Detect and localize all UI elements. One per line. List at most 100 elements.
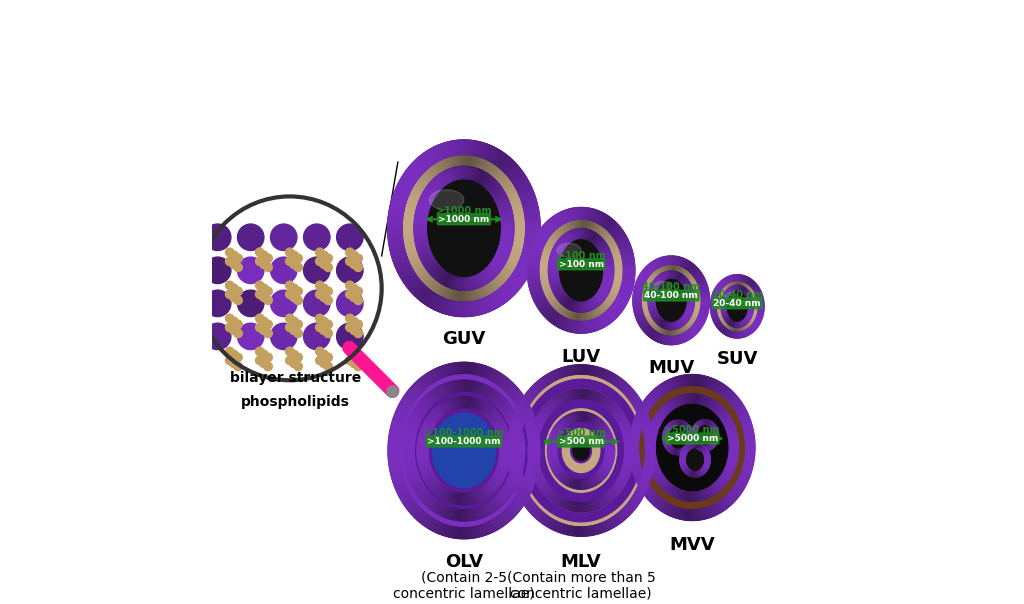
Circle shape	[657, 500, 669, 511]
Circle shape	[438, 272, 451, 284]
Circle shape	[507, 448, 517, 458]
Text: >100 nm: >100 nm	[557, 251, 605, 261]
Circle shape	[693, 472, 698, 477]
Circle shape	[720, 412, 729, 422]
Circle shape	[713, 395, 721, 403]
Circle shape	[447, 277, 460, 289]
Circle shape	[494, 471, 505, 481]
Circle shape	[621, 282, 633, 294]
Circle shape	[595, 213, 606, 224]
Circle shape	[404, 208, 415, 219]
Circle shape	[500, 158, 514, 172]
Circle shape	[492, 393, 503, 404]
Circle shape	[643, 423, 651, 432]
Circle shape	[667, 256, 675, 264]
Circle shape	[443, 289, 453, 298]
Circle shape	[623, 462, 632, 472]
Circle shape	[660, 501, 672, 513]
Circle shape	[424, 257, 436, 270]
Circle shape	[682, 387, 690, 396]
Circle shape	[466, 509, 477, 520]
Circle shape	[481, 175, 494, 187]
Circle shape	[695, 273, 703, 281]
Circle shape	[621, 469, 630, 478]
Circle shape	[713, 427, 718, 432]
Circle shape	[713, 492, 721, 500]
Circle shape	[436, 486, 447, 497]
Circle shape	[620, 509, 629, 519]
Circle shape	[710, 422, 714, 427]
Circle shape	[420, 462, 431, 474]
Circle shape	[696, 422, 701, 426]
Circle shape	[612, 228, 624, 240]
Circle shape	[651, 418, 660, 427]
Circle shape	[418, 454, 429, 465]
Circle shape	[633, 294, 641, 302]
Circle shape	[692, 387, 700, 396]
Circle shape	[756, 317, 761, 323]
Circle shape	[419, 248, 431, 260]
Circle shape	[460, 166, 472, 179]
Circle shape	[570, 220, 579, 228]
Circle shape	[605, 235, 613, 243]
Circle shape	[687, 471, 693, 476]
Text: >5000 nm: >5000 nm	[665, 425, 720, 435]
Circle shape	[415, 286, 429, 300]
Circle shape	[415, 210, 427, 222]
Circle shape	[709, 494, 717, 503]
Circle shape	[422, 396, 433, 407]
Circle shape	[754, 320, 760, 326]
Circle shape	[561, 319, 572, 330]
Circle shape	[574, 208, 586, 219]
Circle shape	[597, 214, 609, 225]
Circle shape	[558, 294, 567, 303]
Circle shape	[740, 321, 745, 326]
Circle shape	[395, 483, 407, 493]
Circle shape	[450, 277, 462, 289]
Circle shape	[570, 301, 581, 312]
Circle shape	[477, 272, 489, 284]
Circle shape	[478, 298, 493, 313]
Circle shape	[749, 300, 754, 304]
Circle shape	[551, 370, 560, 380]
Circle shape	[662, 490, 670, 499]
Circle shape	[676, 420, 681, 425]
Circle shape	[468, 168, 480, 180]
Circle shape	[444, 491, 456, 502]
Circle shape	[506, 411, 517, 422]
Circle shape	[632, 461, 643, 472]
Circle shape	[655, 498, 667, 510]
Circle shape	[585, 300, 595, 310]
Circle shape	[630, 442, 641, 453]
Circle shape	[286, 314, 294, 323]
Circle shape	[748, 310, 753, 315]
Circle shape	[535, 474, 544, 483]
Circle shape	[564, 501, 573, 510]
Circle shape	[525, 228, 540, 243]
Circle shape	[433, 268, 445, 281]
Circle shape	[508, 417, 519, 428]
Circle shape	[745, 316, 751, 321]
Circle shape	[560, 225, 567, 233]
Circle shape	[741, 327, 745, 330]
Circle shape	[758, 298, 764, 304]
Circle shape	[699, 309, 708, 316]
Circle shape	[694, 443, 699, 448]
Circle shape	[488, 293, 503, 307]
Circle shape	[449, 492, 459, 503]
Circle shape	[319, 317, 328, 326]
Circle shape	[723, 295, 728, 300]
Circle shape	[667, 494, 676, 503]
Circle shape	[459, 302, 473, 316]
Circle shape	[512, 245, 522, 255]
Circle shape	[615, 479, 625, 489]
Circle shape	[642, 301, 647, 307]
Circle shape	[663, 482, 672, 491]
Circle shape	[474, 490, 485, 501]
Circle shape	[717, 302, 721, 306]
Circle shape	[643, 423, 652, 432]
Circle shape	[430, 410, 441, 420]
Circle shape	[415, 216, 426, 228]
Circle shape	[673, 265, 678, 271]
Circle shape	[396, 406, 408, 417]
